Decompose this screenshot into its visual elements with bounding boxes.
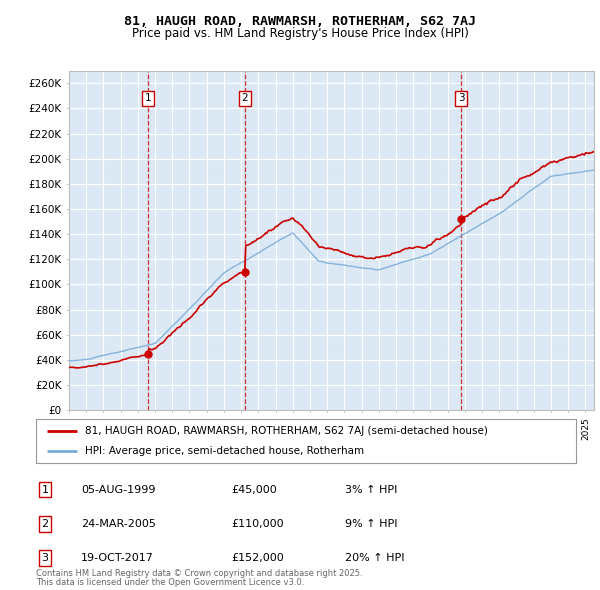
Text: 2: 2 — [41, 519, 49, 529]
Text: 05-AUG-1999: 05-AUG-1999 — [81, 485, 155, 494]
Text: 2: 2 — [242, 93, 248, 103]
Text: 3% ↑ HPI: 3% ↑ HPI — [345, 485, 397, 494]
Text: 1: 1 — [41, 485, 49, 494]
Text: Contains HM Land Registry data © Crown copyright and database right 2025.: Contains HM Land Registry data © Crown c… — [36, 569, 362, 578]
Text: 81, HAUGH ROAD, RAWMARSH, ROTHERHAM, S62 7AJ (semi-detached house): 81, HAUGH ROAD, RAWMARSH, ROTHERHAM, S62… — [85, 426, 487, 436]
Text: Price paid vs. HM Land Registry's House Price Index (HPI): Price paid vs. HM Land Registry's House … — [131, 27, 469, 40]
Text: £152,000: £152,000 — [231, 553, 284, 563]
Text: 3: 3 — [41, 553, 49, 563]
Text: 19-OCT-2017: 19-OCT-2017 — [81, 553, 154, 563]
Text: £45,000: £45,000 — [231, 485, 277, 494]
Text: 20% ↑ HPI: 20% ↑ HPI — [345, 553, 404, 563]
Text: This data is licensed under the Open Government Licence v3.0.: This data is licensed under the Open Gov… — [36, 578, 304, 587]
Text: 24-MAR-2005: 24-MAR-2005 — [81, 519, 156, 529]
Text: 9% ↑ HPI: 9% ↑ HPI — [345, 519, 398, 529]
Text: £110,000: £110,000 — [231, 519, 284, 529]
Text: 3: 3 — [458, 93, 464, 103]
Text: 81, HAUGH ROAD, RAWMARSH, ROTHERHAM, S62 7AJ: 81, HAUGH ROAD, RAWMARSH, ROTHERHAM, S62… — [124, 15, 476, 28]
Text: HPI: Average price, semi-detached house, Rotherham: HPI: Average price, semi-detached house,… — [85, 446, 364, 456]
Text: 1: 1 — [145, 93, 151, 103]
